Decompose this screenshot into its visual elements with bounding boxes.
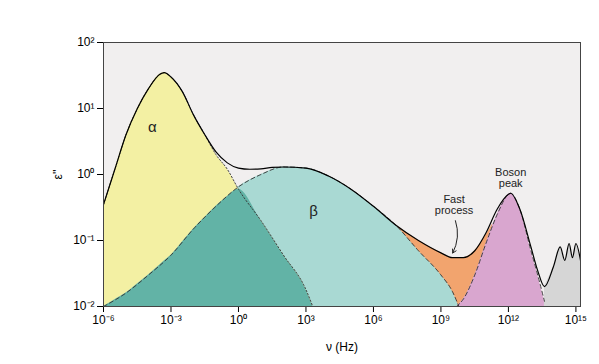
svg-text:10⁶: 10⁶	[364, 313, 382, 327]
svg-text:10⁻¹: 10⁻¹	[73, 233, 94, 247]
svg-text:Bosonpeak: Bosonpeak	[495, 166, 526, 190]
svg-text:ε'': ε''	[51, 170, 65, 180]
svg-text:10⁻²: 10⁻²	[73, 299, 94, 313]
svg-text:10⁰: 10⁰	[77, 167, 94, 181]
svg-text:10¹²: 10¹²	[498, 313, 519, 327]
svg-text:10⁻³: 10⁻³	[160, 313, 181, 327]
svg-text:10³: 10³	[297, 313, 314, 327]
svg-text:10²: 10²	[77, 35, 94, 49]
svg-text:10⁻⁶: 10⁻⁶	[92, 313, 114, 327]
svg-text:Fastprocess: Fastprocess	[435, 193, 474, 217]
svg-text:10¹⁵: 10¹⁵	[565, 313, 587, 327]
svg-text:10¹: 10¹	[77, 101, 94, 115]
svg-text:β: β	[309, 202, 318, 219]
svg-text:10⁹: 10⁹	[432, 313, 451, 327]
svg-text:10⁰: 10⁰	[230, 313, 247, 327]
svg-text:α: α	[148, 118, 157, 135]
svg-text:ν (Hz): ν (Hz)	[326, 340, 358, 354]
